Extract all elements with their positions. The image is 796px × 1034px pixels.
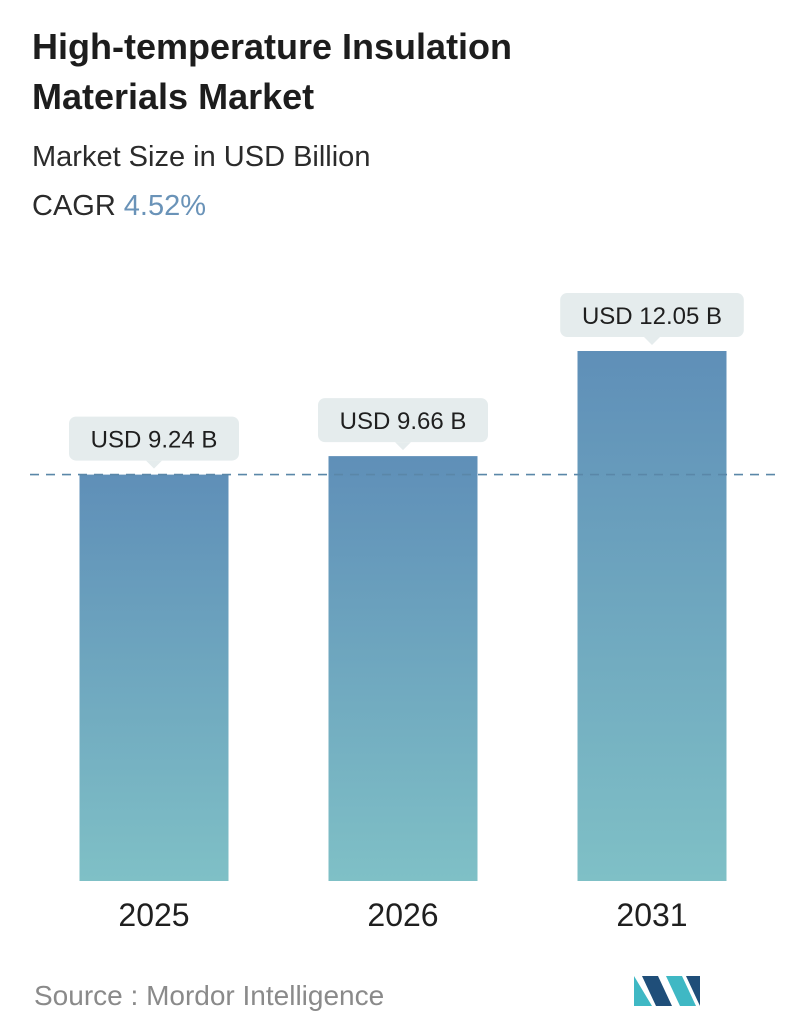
bar-2025 xyxy=(79,474,229,881)
cagr-label: CAGR xyxy=(32,190,116,222)
chart-subtitle: Market Size in USD Billion xyxy=(32,141,371,173)
source-note: Source : Mordor Intelligence xyxy=(34,976,384,1016)
x-tick-labels-layer: 2025 2026 2031 xyxy=(118,897,687,933)
value-label-2026: USD 9.66 B xyxy=(318,398,488,451)
mordor-intelligence-logo-icon xyxy=(634,976,700,1006)
value-labels-layer: USD 9.24 B USD 9.66 B USD 12.05 B xyxy=(69,293,744,469)
value-label-bubble xyxy=(560,293,744,337)
bar-2026 xyxy=(328,456,478,881)
value-label-pointer xyxy=(644,337,660,345)
value-label-pointer xyxy=(395,442,411,451)
x-tick-label-2026: 2026 xyxy=(367,897,438,933)
x-tick-label-2025: 2025 xyxy=(118,897,189,933)
value-label-text: USD 9.66 B xyxy=(340,408,467,435)
bars-layer xyxy=(79,351,727,881)
chart-title: High-temperature Insulation Materials Ma… xyxy=(32,26,513,117)
value-label-bubble xyxy=(318,398,488,443)
value-label-2031: USD 12.05 B xyxy=(560,293,744,345)
cagr-value: 4.52% xyxy=(123,190,207,222)
value-label-text: USD 9.24 B xyxy=(91,427,218,454)
value-label-bubble xyxy=(69,416,239,461)
value-label-pointer xyxy=(146,460,162,469)
cagr-line: CAGR 4.52% xyxy=(32,186,206,226)
source-name: Mordor Intelligence xyxy=(146,980,385,1011)
value-label-2025: USD 9.24 B xyxy=(69,416,239,469)
bar-2031 xyxy=(577,351,727,881)
value-label-text: USD 12.05 B xyxy=(582,303,722,330)
x-tick-label-2031: 2031 xyxy=(616,897,687,933)
source-label: Source : xyxy=(34,980,139,1011)
